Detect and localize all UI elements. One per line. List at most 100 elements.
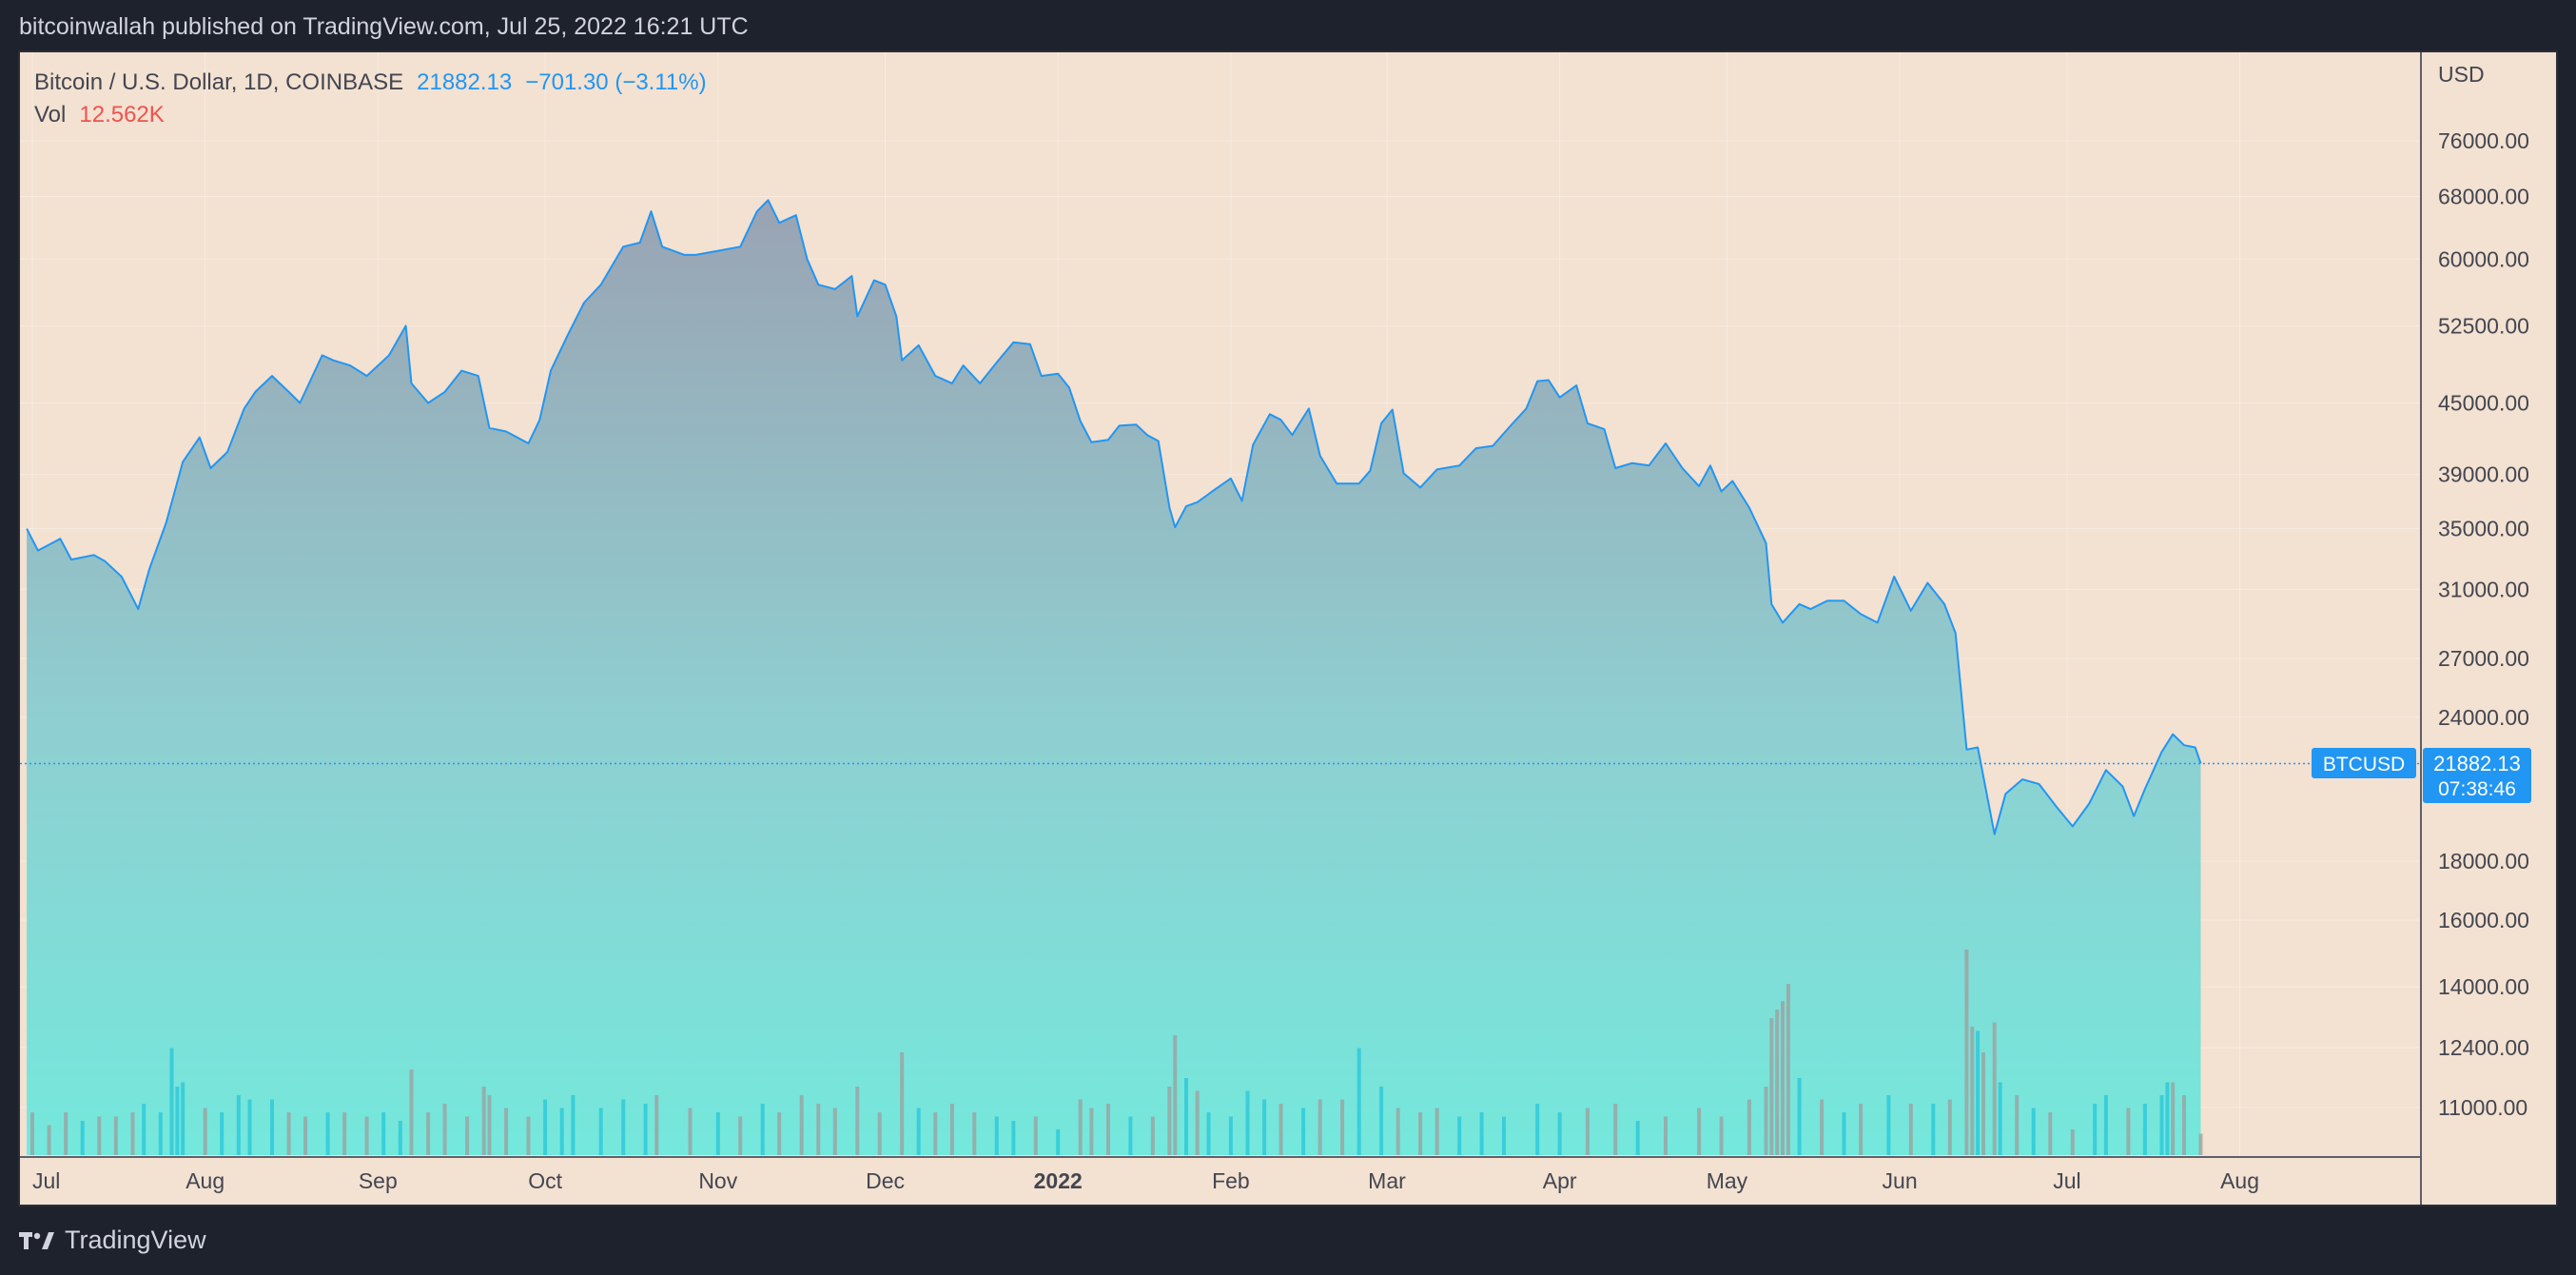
volume-bar: [1719, 1116, 1724, 1155]
volume-bar: [2142, 1104, 2147, 1155]
volume-bar: [1262, 1099, 1267, 1155]
price-axis[interactable]: USD 11000.00 12400.00 14000.00 16000.00 1800…: [2420, 52, 2529, 1205]
volume-bar: [559, 1108, 564, 1155]
volume-bar: [1859, 1104, 1864, 1155]
x-tick-label: Nov: [698, 1168, 737, 1193]
volume-bar: [1228, 1116, 1233, 1155]
volume-bar: [571, 1095, 576, 1155]
x-tick-label: Aug: [185, 1168, 224, 1193]
y-tick-label: 45000.00: [2438, 390, 2529, 415]
volume-bar: [130, 1112, 135, 1155]
tradingview-logo-icon: [19, 1231, 54, 1249]
volume-bar: [1908, 1104, 1913, 1155]
volume-bar: [1635, 1121, 1640, 1155]
y-tick-label: 39000.00: [2438, 462, 2529, 487]
volume-bar: [1664, 1116, 1668, 1155]
volume-bar: [1947, 1099, 1952, 1155]
volume-bar: [972, 1112, 977, 1155]
volume-bar: [1317, 1099, 1322, 1155]
y-tick-label: 12400.00: [2438, 1035, 2529, 1060]
x-tick-label: Mar: [1368, 1168, 1406, 1193]
volume-bar: [381, 1112, 386, 1155]
volume-bar: [949, 1104, 954, 1155]
volume-bar: [1764, 1087, 1768, 1155]
volume-bar: [80, 1121, 85, 1155]
y-tick-label: 27000.00: [2438, 646, 2529, 671]
volume-bar: [342, 1112, 347, 1155]
volume-bar: [364, 1116, 369, 1155]
x-tick-label: May: [1707, 1168, 1748, 1193]
volume-bar: [303, 1116, 308, 1155]
volume-bar: [598, 1108, 603, 1155]
volume-bar: [2126, 1108, 2131, 1155]
volume-bar: [481, 1087, 486, 1155]
volume-bar: [1998, 1082, 2002, 1155]
volume-bar: [1886, 1095, 1891, 1155]
volume-bar: [2103, 1095, 2108, 1155]
x-tick-label: Feb: [1212, 1168, 1250, 1193]
volume-bar: [543, 1099, 548, 1155]
volume-bar: [2070, 1129, 2075, 1155]
volume-bar: [1128, 1116, 1133, 1155]
volume-bar: [1184, 1078, 1188, 1155]
volume-bar: [426, 1112, 431, 1155]
volume-bar: [1781, 1001, 1785, 1155]
footer-brand[interactable]: TradingView: [19, 1226, 206, 1255]
volume-bar: [1356, 1048, 1361, 1155]
volume-bar: [1033, 1116, 1038, 1155]
publisher-header: bitcoinwallah published on TradingView.c…: [19, 13, 749, 40]
volume-bar: [325, 1112, 330, 1155]
volume-bar: [1797, 1078, 1802, 1155]
volume-bar: [1150, 1116, 1155, 1155]
y-tick-label: 16000.00: [2438, 908, 2529, 932]
volume-bar: [1457, 1116, 1462, 1155]
symbol-badge: [2312, 748, 2416, 778]
volume-bar: [487, 1095, 492, 1155]
price-badge: [2423, 748, 2531, 803]
volume-label: Vol: [34, 102, 67, 128]
volume-bar: [398, 1121, 402, 1155]
volume-bar: [916, 1108, 921, 1155]
volume-bar: [409, 1069, 414, 1155]
volume-bar: [832, 1108, 837, 1155]
volume-bar: [777, 1112, 782, 1155]
y-tick-label: 11000.00: [2438, 1095, 2527, 1120]
time-axis[interactable]: Jul Aug Sep Oct Nov Dec 2022 Feb Mar Apr May Jun Jul…: [20, 1156, 2421, 1193]
x-tick-label: Dec: [866, 1168, 905, 1193]
last-price-badge: BTCUSD 21882.13 07:38:46: [2312, 748, 2531, 803]
volume-bar: [2093, 1104, 2098, 1155]
volume-bar: [30, 1112, 34, 1155]
volume-bar: [2182, 1095, 2186, 1155]
volume-bar: [64, 1112, 68, 1155]
volume-bar: [175, 1087, 180, 1155]
volume-bar: [1970, 1027, 1975, 1155]
volume-bar: [1585, 1108, 1590, 1155]
volume-bar: [1769, 1018, 1774, 1155]
y-tick-label: 35000.00: [2438, 517, 2529, 541]
y-tick-label: 60000.00: [2438, 246, 2529, 271]
x-tick-label: Sep: [359, 1168, 398, 1193]
x-tick-label: Apr: [1543, 1168, 1577, 1193]
volume-bar: [465, 1116, 470, 1155]
volume-bar: [1502, 1116, 1506, 1155]
volume-bar: [688, 1108, 693, 1155]
volume-bar: [1418, 1112, 1423, 1155]
volume-bar: [1820, 1099, 1825, 1155]
volume-bar: [1011, 1121, 1016, 1155]
volume-bar: [158, 1112, 163, 1155]
volume-bar: [1981, 1052, 1985, 1155]
symbol-description: Bitcoin / U.S. Dollar, 1D, COINBASE: [34, 69, 404, 95]
volume-bar: [1613, 1104, 1618, 1155]
chart-legend: Bitcoin / U.S. Dollar, 1D, COINBASE 21882…: [34, 67, 707, 131]
volume-bar: [181, 1082, 185, 1155]
x-tick-label: Oct: [528, 1168, 562, 1193]
x-tick-label: Jul: [32, 1168, 60, 1193]
volume-bar: [1747, 1099, 1751, 1155]
y-tick-label: 18000.00: [2438, 849, 2529, 873]
volume-bar: [1395, 1108, 1400, 1155]
volume-bar: [1535, 1104, 1540, 1155]
symbol-badge-text: BTCUSD: [2323, 754, 2405, 775]
volume-bar: [1697, 1108, 1702, 1155]
volume-bar: [1379, 1087, 1384, 1155]
